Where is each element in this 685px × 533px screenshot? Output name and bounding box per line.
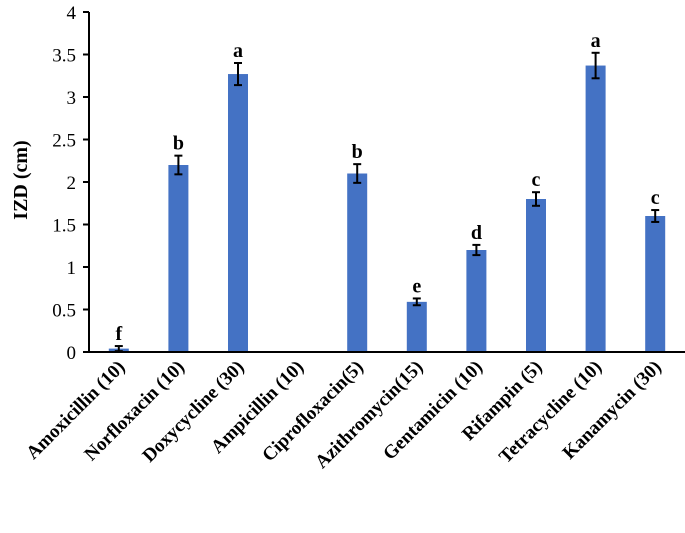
category-label: Ciprofloxacin(5): [258, 357, 367, 466]
y-tick-label: 3.5: [52, 46, 76, 67]
bars: [108, 65, 666, 353]
y-tick-label: 2: [67, 173, 77, 194]
y-axis-title: IZD (cm): [10, 140, 32, 219]
bar: [228, 74, 248, 353]
significance-letter: c: [532, 169, 541, 191]
significance-letter: d: [471, 222, 482, 244]
bar: [645, 216, 666, 352]
significance-letter: a: [233, 40, 243, 62]
y-tick-label: 0: [67, 343, 77, 364]
category-labels: Amoxicillin (10)Norfloxacin (10)Doxycycl…: [22, 357, 665, 473]
bar: [347, 173, 368, 352]
bar: [168, 165, 189, 352]
y-axis-ticks: 0 0.5 1 1.5 2 2.5 3 3.5 4: [52, 3, 89, 364]
y-tick-label: 3: [67, 88, 77, 109]
significance-letter: b: [173, 133, 184, 155]
significance-letter: e: [412, 275, 421, 297]
significance-letter: b: [352, 141, 363, 163]
y-tick-label: 0.5: [52, 301, 76, 322]
category-label: Tetracycline (10): [495, 357, 606, 468]
bar: [526, 199, 546, 352]
bar: [406, 301, 427, 352]
y-tick-label: 2.5: [52, 131, 76, 152]
category-label: Doxycycline (30): [139, 357, 249, 467]
category-label: Norfloxacin (10): [80, 357, 189, 466]
category-label: Azithromycin(15): [311, 357, 427, 473]
y-tick-label: 1.5: [52, 216, 76, 237]
significance-letters: f b a b e d c a c: [115, 30, 659, 345]
significance-letter: a: [591, 30, 601, 52]
y-tick-label: 4: [67, 3, 77, 24]
y-tick-label: 1: [67, 258, 77, 279]
error-bars: [114, 51, 660, 353]
significance-letter: f: [115, 323, 122, 345]
bar: [585, 65, 606, 353]
bar: [466, 250, 487, 352]
significance-letter: c: [651, 187, 660, 209]
category-label: Amoxicillin (10): [22, 357, 129, 464]
